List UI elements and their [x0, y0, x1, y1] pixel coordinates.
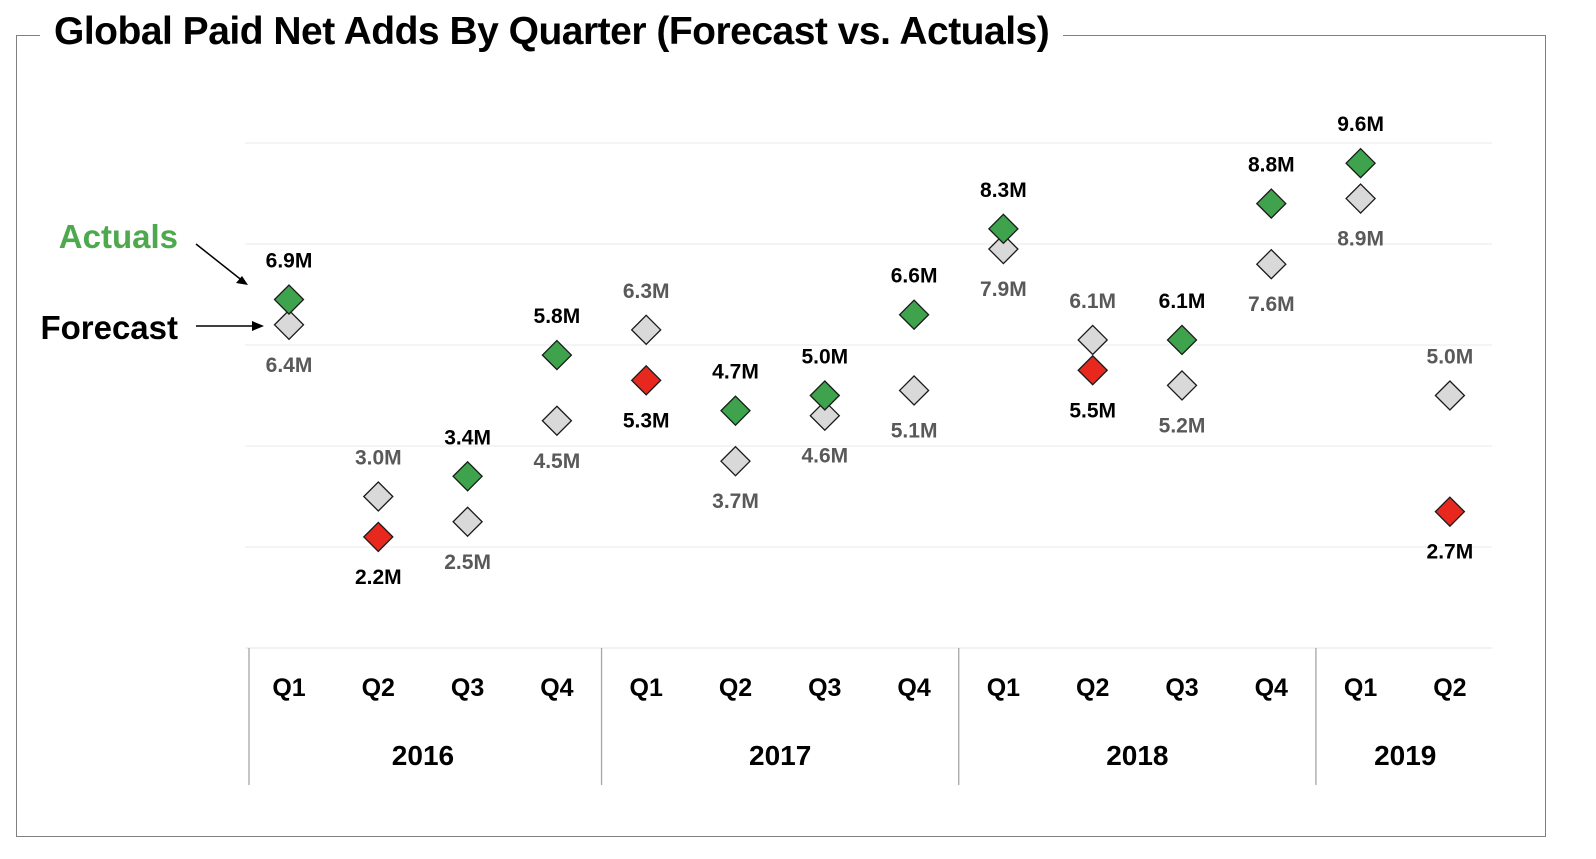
actual-point: [898, 299, 930, 331]
forecast-point: [987, 233, 1019, 265]
actual-point: [1077, 354, 1109, 386]
forecast-point: [630, 314, 662, 346]
data-points: [273, 147, 1466, 553]
actual-value-label: 2.7M: [1427, 541, 1474, 564]
year-label: 2018: [1106, 740, 1168, 771]
actual-point: [1345, 147, 1377, 179]
x-tick-label: Q1: [1344, 674, 1377, 702]
forecast-value-label: 3.7M: [712, 490, 759, 513]
forecast-point: [541, 405, 573, 437]
forecast-value-label: 2.5M: [444, 551, 491, 574]
actual-point: [1434, 496, 1466, 528]
x-tick-label: Q3: [451, 674, 484, 702]
actual-point: [987, 213, 1019, 245]
grid-lines: [245, 142, 1492, 548]
actual-point: [452, 460, 484, 492]
actual-value-label: 6.1M: [1159, 290, 1206, 313]
actual-value-label: 4.7M: [712, 361, 759, 384]
actual-value-label: 2.2M: [355, 566, 402, 589]
forecast-value-label: 4.5M: [534, 450, 581, 473]
x-tick-label: Q2: [719, 674, 752, 702]
actual-point: [1166, 324, 1198, 356]
forecast-point: [898, 375, 930, 406]
x-tick-label: Q2: [1076, 674, 1109, 702]
forecast-point: [1434, 380, 1466, 411]
actual-point: [362, 521, 394, 553]
actual-value-label: 9.6M: [1337, 113, 1384, 136]
x-tick-label: Q4: [897, 674, 930, 702]
actual-value-label: 5.8M: [534, 305, 581, 328]
forecast-value-label: 5.1M: [891, 419, 938, 442]
actual-point: [720, 395, 751, 427]
x-tick-label: Q2: [1433, 674, 1466, 702]
forecast-point: [1166, 369, 1198, 401]
actual-value-label: 6.6M: [891, 265, 938, 288]
legend-actuals-arrowhead: [236, 276, 248, 285]
actual-value-label: 5.0M: [801, 346, 848, 369]
legend: Actuals Forecast: [40, 218, 264, 346]
forecast-point: [1345, 183, 1377, 214]
forecast-value-label: 5.0M: [1427, 346, 1474, 369]
legend-forecast-label: Forecast: [40, 309, 178, 346]
x-tick-label: Q4: [540, 674, 573, 702]
actual-point: [809, 380, 841, 411]
x-axis: Q1 Q2 Q3 Q4 Q1 Q2 Q3 Q4 Q1 Q2 Q3 Q4 Q1 Q2 2016 2017 2018…: [245, 647, 1492, 785]
year-label: 2017: [749, 740, 811, 771]
forecast-value-label: 7.6M: [1248, 293, 1295, 316]
x-tick-label: Q3: [808, 674, 841, 702]
chart-title: Global Paid Net Adds By Quarter (Forecas…: [40, 10, 1064, 54]
year-label: 2016: [392, 740, 454, 771]
x-tick-label: Q3: [1165, 674, 1198, 702]
year-label: 2019: [1374, 740, 1436, 771]
forecast-value-label: 3.0M: [355, 447, 402, 470]
forecast-point: [720, 445, 751, 477]
actual-value-label: 8.3M: [980, 179, 1027, 202]
data-labels: 6.9M 6.4M 3.0M 2.2M 3.4M 2.5M 5.8M 4.5M 6.3M 5.3M…: [266, 113, 1474, 589]
actual-value-label: 5.5M: [1069, 399, 1116, 422]
forecast-value-label: 5.2M: [1159, 414, 1206, 437]
actual-value-label: 6.9M: [266, 250, 313, 273]
forecast-point: [362, 481, 394, 512]
forecast-value-label: 6.1M: [1069, 290, 1116, 313]
x-tick-label: Q2: [362, 674, 395, 702]
legend-actuals-label: Actuals: [59, 218, 178, 255]
actual-point: [1255, 188, 1287, 220]
actual-value-label: 8.8M: [1248, 154, 1295, 177]
x-tick-label: Q4: [1255, 674, 1288, 702]
forecast-point: [1255, 248, 1287, 280]
actual-value-label: 3.4M: [444, 426, 491, 449]
forecast-point: [1077, 324, 1109, 356]
forecast-point: [809, 400, 841, 432]
legend-forecast-arrowhead: [252, 321, 264, 331]
x-tick-label: Q1: [272, 674, 305, 702]
legend-actuals-arrow: [195, 243, 245, 283]
x-tick-label: Q1: [987, 674, 1020, 702]
forecast-value-label: 6.3M: [623, 280, 670, 303]
actual-point: [273, 284, 305, 315]
actual-point: [541, 339, 573, 371]
forecast-value-label: 6.4M: [266, 354, 313, 377]
forecast-value-label: 4.6M: [801, 445, 848, 468]
actual-value-label: 5.3M: [623, 409, 670, 432]
forecast-point: [273, 309, 305, 341]
forecast-value-label: 7.9M: [980, 278, 1027, 301]
actual-point: [630, 364, 662, 396]
x-tick-label: Q1: [630, 674, 663, 702]
forecast-point: [452, 506, 484, 538]
forecast-value-label: 8.9M: [1337, 228, 1384, 251]
